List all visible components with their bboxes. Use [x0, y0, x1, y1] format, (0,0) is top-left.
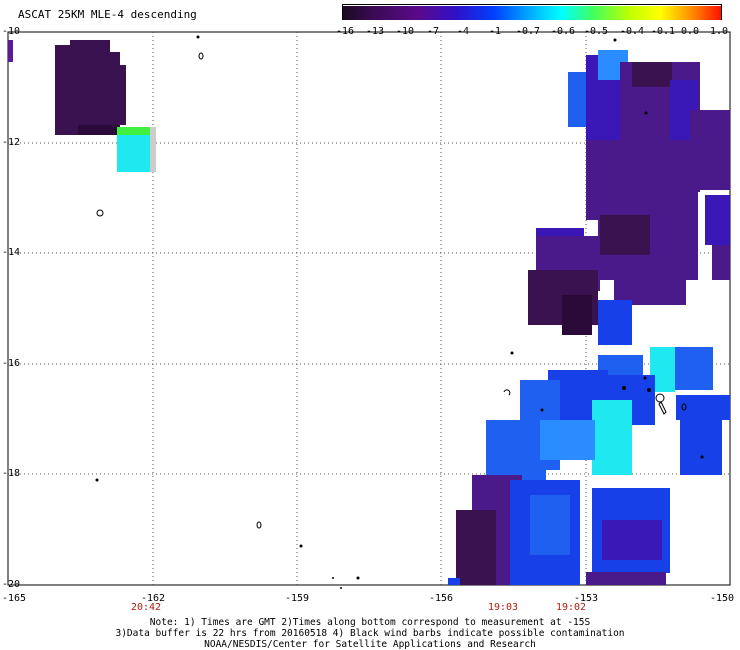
lon-label: -162	[140, 593, 166, 604]
time-label: 19:03	[487, 602, 519, 613]
footnote-line: 3)Data buffer is 22 hrs from 20160518 4)…	[115, 628, 625, 639]
time-label: 19:02	[555, 602, 587, 613]
colorbar-gradient	[343, 6, 721, 20]
footnote-line: Note: 1) Times are GMT 2)Times along bot…	[149, 617, 591, 628]
lon-label: -159	[284, 593, 310, 604]
time-label: 20:42	[130, 602, 162, 613]
map-title: ASCAT 25KM MLE-4 descending	[18, 8, 197, 21]
lat-label: -14	[2, 247, 21, 258]
swath-east-upper	[528, 50, 730, 345]
lon-label: -156	[428, 593, 454, 604]
colorbar	[342, 4, 722, 20]
lon-label: -165	[1, 593, 27, 604]
lat-label: -12	[2, 137, 21, 148]
plot-frame	[7, 31, 731, 586]
lat-label: -16	[2, 358, 21, 369]
lon-label: -150	[709, 593, 735, 604]
swath-west	[8, 40, 156, 172]
swath-east-lower	[448, 347, 730, 585]
small-islands	[95, 35, 704, 589]
land-outlines	[96, 52, 687, 529]
footnotes: Note: 1) Times are GMT 2)Times along bot…	[0, 617, 740, 650]
lat-label: -10	[2, 26, 21, 37]
footnote-credit: NOAA/NESDIS/Center for Satellite Applica…	[204, 639, 536, 650]
lat-label: -18	[2, 468, 21, 479]
lon-label: -153	[573, 593, 599, 604]
lat-label: -20	[2, 579, 21, 590]
